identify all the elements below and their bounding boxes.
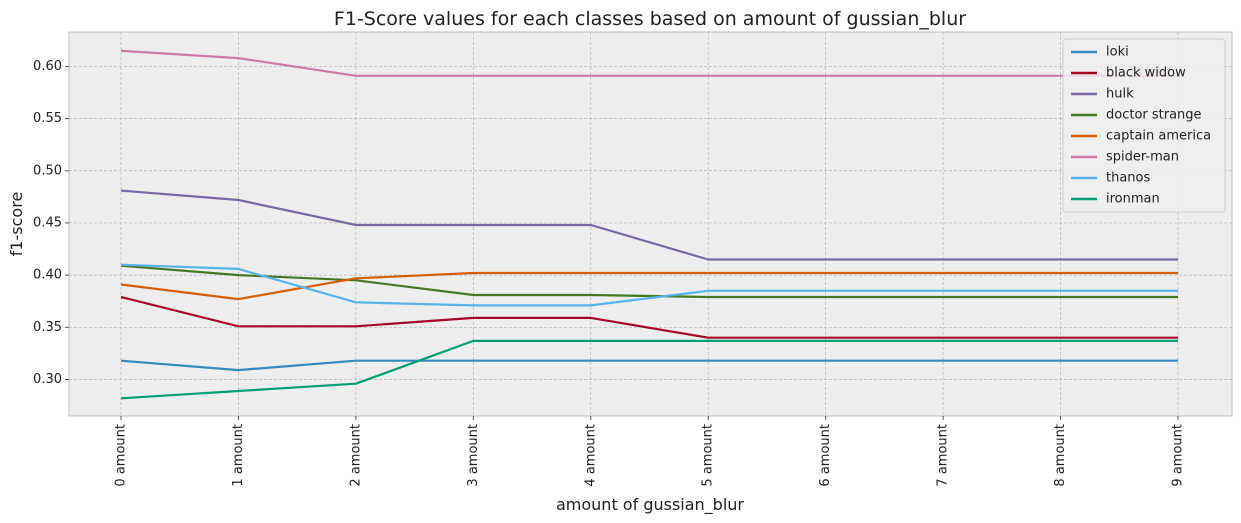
x-tick-label: 9 amount [1171,424,1186,487]
legend-label-hulk: hulk [1106,87,1134,102]
plot-area [68,31,1233,417]
legend-label-doctor-strange: doctor strange [1106,108,1202,123]
x-tick-label: 8 amount [1053,424,1068,487]
series-line-black-widow [120,295,1178,339]
y-tick-label: 0.55 [33,111,62,126]
legend: loki black widow hulk doctor strange captain… [1062,38,1226,213]
x-tick-label: 0 amount [114,424,129,487]
y-axis-label: f1-score [7,192,26,257]
y-axis-ticks: 0.30 0.35 0.40 0.45 0.50 0.55 0.60 [33,59,69,387]
y-tick-label: 0.45 [33,215,62,230]
x-axis-label: amount of gussian_blur [556,495,744,515]
x-tick-label: 1 amount [231,424,246,487]
x-tick-label: 2 amount [348,424,363,487]
x-tick-label: 5 amount [701,424,716,487]
series-line-loki [120,359,1178,372]
y-tick-label: 0.35 [33,320,62,335]
y-tick-label: 0.30 [33,372,62,387]
legend-label-loki: loki [1106,45,1129,60]
legend-label-spider-man: spider-man [1106,150,1179,165]
x-tick-label: 6 amount [818,424,833,487]
y-tick-label: 0.40 [33,268,62,283]
legend-label-black-widow: black widow [1106,66,1186,81]
x-tick-label: 3 amount [466,424,481,487]
x-tick-label: 7 amount [936,424,951,487]
x-tick-label: 4 amount [583,424,598,487]
chart-title: F1-Score values for each classes based o… [334,8,966,30]
y-tick-label: 0.50 [33,163,62,178]
y-tick-label: 0.60 [33,59,62,74]
legend-label-thanos: thanos [1106,171,1150,186]
legend-box [1062,38,1226,213]
x-axis-ticks: 0 amount 1 amount 2 amount 3 amount 4 amount… [114,416,1186,487]
series-line-doctor-strange [120,264,1178,299]
series-lines [120,49,1178,400]
series-line-hulk [120,189,1178,261]
series-line-captain-america [120,271,1178,301]
legend-label-captain-america: captain america [1106,129,1211,144]
series-line-spider-man [120,49,1178,77]
legend-label-ironman: ironman [1106,192,1160,207]
series-line-thanos [120,263,1178,307]
series-line-ironman [120,339,1178,400]
